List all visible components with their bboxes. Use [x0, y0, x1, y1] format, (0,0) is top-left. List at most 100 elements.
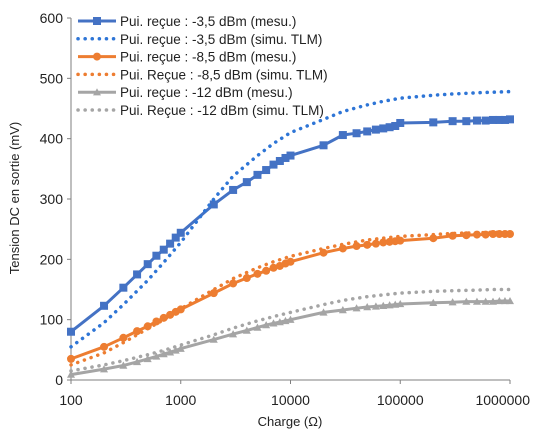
data-point	[159, 313, 168, 322]
legend-marker	[93, 17, 101, 25]
data-point	[166, 239, 175, 248]
data-point	[262, 321, 271, 329]
y-tick-label: 200	[40, 251, 64, 267]
data-point	[119, 361, 128, 369]
data-point	[385, 301, 394, 309]
y-tick-label: 300	[40, 191, 64, 207]
legend-label: Pui. reçue : -12 dBm (mesu.)	[120, 85, 293, 100]
x-tick-label: 100	[59, 392, 83, 408]
data-point	[209, 289, 218, 298]
data-point	[488, 115, 497, 124]
series-line	[70, 232, 510, 361]
data-point	[429, 298, 438, 306]
data-point	[100, 301, 109, 310]
data-point	[269, 319, 278, 327]
data-point	[143, 260, 152, 269]
data-point	[448, 298, 457, 306]
data-point	[352, 129, 361, 138]
data-point	[379, 124, 388, 133]
series-line	[69, 287, 512, 373]
data-point	[429, 234, 438, 243]
data-point	[253, 323, 262, 331]
data-point	[462, 117, 471, 126]
x-tick-label: 1000	[165, 392, 196, 408]
legend-label: Pui. reçue : -3,5 dBm (mesu.)	[120, 14, 296, 29]
data-point	[269, 160, 278, 169]
legend-marker	[93, 52, 101, 61]
data-point	[209, 335, 218, 343]
data-point	[176, 228, 185, 237]
data-point	[286, 151, 295, 160]
series-line	[69, 89, 512, 349]
data-point	[67, 327, 75, 336]
data-point	[495, 115, 504, 124]
x-axis-title: Charge (Ω)	[258, 414, 323, 429]
data-point	[262, 266, 271, 275]
data-point	[500, 296, 509, 305]
y-tick-label: 600	[40, 10, 64, 26]
data-point	[396, 236, 405, 245]
data-point	[363, 240, 372, 249]
axes-layer: 0 100 200 300 400 500 600 100 1000 10000 100000 100…	[40, 10, 531, 408]
y-tick-label: 100	[40, 312, 64, 328]
series-line	[70, 117, 511, 333]
data-point	[152, 352, 161, 360]
legend-label: Pui. reçue : -3,5 dBm (simu. TLM)	[120, 32, 322, 47]
data-point	[506, 115, 514, 124]
data-point	[159, 245, 168, 254]
data-point	[286, 315, 295, 323]
data-point	[338, 244, 347, 253]
data-point	[269, 263, 278, 272]
data-point	[152, 251, 161, 260]
data-point	[448, 117, 457, 126]
data-point	[429, 118, 438, 127]
y-axis-title: Tension DC en sortie (mV)	[7, 122, 22, 274]
data-point	[500, 115, 509, 124]
data-point	[481, 297, 490, 305]
data-point	[385, 123, 394, 132]
data-point	[379, 238, 388, 247]
data-point	[67, 370, 75, 378]
x-tick-label: 1000000	[475, 392, 530, 408]
data-point	[338, 306, 347, 314]
data-point	[143, 322, 152, 331]
data-point	[143, 354, 152, 363]
data-point	[253, 170, 262, 179]
data-point	[488, 297, 497, 305]
data-point	[371, 125, 380, 134]
data-point	[319, 308, 328, 316]
data-point	[209, 200, 218, 209]
data-point	[472, 116, 481, 125]
data-point	[379, 301, 388, 309]
data-point	[371, 239, 380, 248]
data-point	[462, 297, 471, 305]
legend: Pui. reçue : -3,5 dBm (mesu.) Pui. reçue …	[76, 14, 328, 118]
data-point	[242, 178, 251, 187]
data-point	[229, 279, 238, 288]
data-point	[281, 153, 290, 162]
data-point	[481, 116, 490, 125]
data-point	[229, 185, 238, 194]
data-point	[166, 348, 175, 356]
data-point	[495, 296, 504, 305]
y-tick-label: 500	[40, 70, 64, 86]
data-point	[176, 344, 185, 352]
data-point	[133, 270, 142, 279]
series-line	[69, 230, 512, 367]
data-point	[67, 354, 75, 363]
data-point	[338, 131, 347, 140]
data-point	[352, 304, 361, 312]
data-point	[159, 350, 168, 358]
data-point	[242, 326, 251, 334]
legend-label: Pui. reçue : -8,5 dBm (mesu.)	[120, 50, 296, 65]
data-point	[133, 357, 142, 366]
data-point	[363, 302, 372, 311]
data-point	[242, 274, 251, 283]
data-point	[371, 302, 380, 310]
x-tick-label: 10000	[271, 392, 310, 408]
data-point	[253, 269, 262, 278]
series-layer	[67, 89, 514, 378]
data-point	[396, 299, 405, 308]
